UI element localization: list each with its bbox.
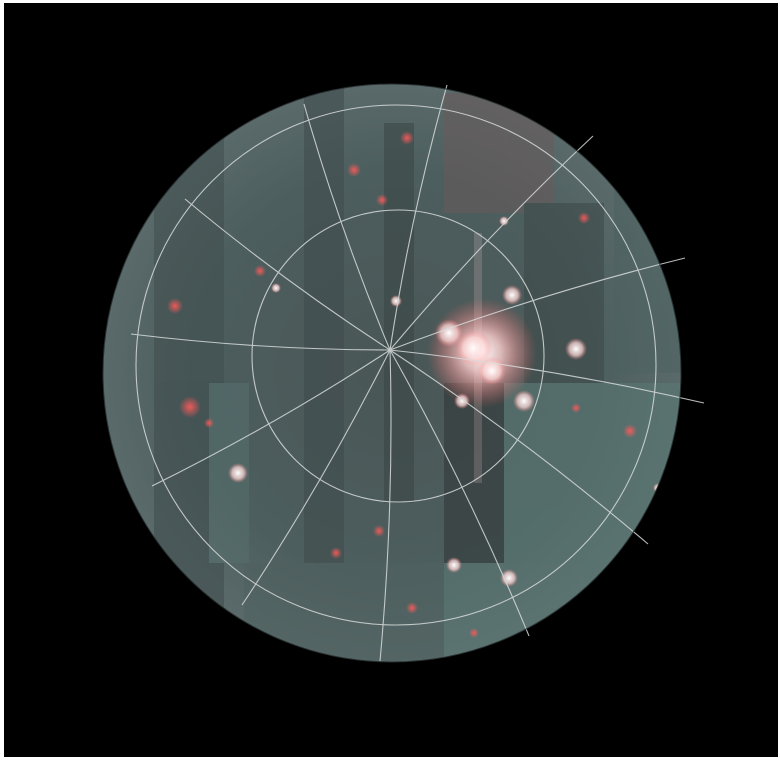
disk-outline <box>102 83 682 663</box>
bright-spot <box>330 547 342 559</box>
grid-spoke <box>379 349 392 662</box>
grid-spoke <box>151 349 391 487</box>
bright-spot <box>499 216 509 226</box>
grid-spoke <box>130 333 391 351</box>
bright-spot <box>347 163 361 177</box>
polar-image <box>102 83 705 663</box>
grid-ring <box>251 209 545 503</box>
grid-ring <box>135 104 657 626</box>
disk-texture <box>154 84 681 662</box>
glare-streak <box>474 233 482 483</box>
bright-spot <box>623 424 637 438</box>
bright-spot <box>390 295 402 307</box>
grid-spoke <box>303 103 391 351</box>
bright-spot <box>373 525 385 537</box>
grid-spoke <box>389 349 649 545</box>
bright-spot <box>469 628 479 638</box>
bright-spot <box>204 418 214 428</box>
bright-spot <box>446 557 462 573</box>
polar-grid <box>130 84 705 662</box>
grid-spoke <box>389 257 686 351</box>
grid-spoke <box>389 349 530 637</box>
disk <box>103 84 681 662</box>
grid-spoke <box>389 84 448 351</box>
bright-spot <box>653 483 663 493</box>
bright-spot <box>179 396 201 418</box>
grid-spoke <box>241 349 391 606</box>
bright-spot <box>578 212 590 224</box>
bright-spot <box>376 194 388 206</box>
grid-spoke <box>389 135 594 351</box>
grid-spoke <box>389 349 705 404</box>
bright-spot <box>228 463 248 483</box>
bright-spot <box>456 330 492 366</box>
bright-spot <box>500 569 518 587</box>
bright-spot <box>400 131 414 145</box>
bright-spot <box>254 265 266 277</box>
image-frame <box>4 3 778 757</box>
bright-spot <box>406 602 418 614</box>
bright-spot <box>565 338 587 360</box>
bright-spot <box>619 186 629 196</box>
bright-spot <box>513 390 535 412</box>
bright-spot <box>271 283 281 293</box>
bright-spot <box>502 285 522 305</box>
bright-spot <box>167 298 183 314</box>
grid-spoke <box>184 198 391 351</box>
bright-spot <box>571 403 581 413</box>
hotspots <box>167 131 663 638</box>
